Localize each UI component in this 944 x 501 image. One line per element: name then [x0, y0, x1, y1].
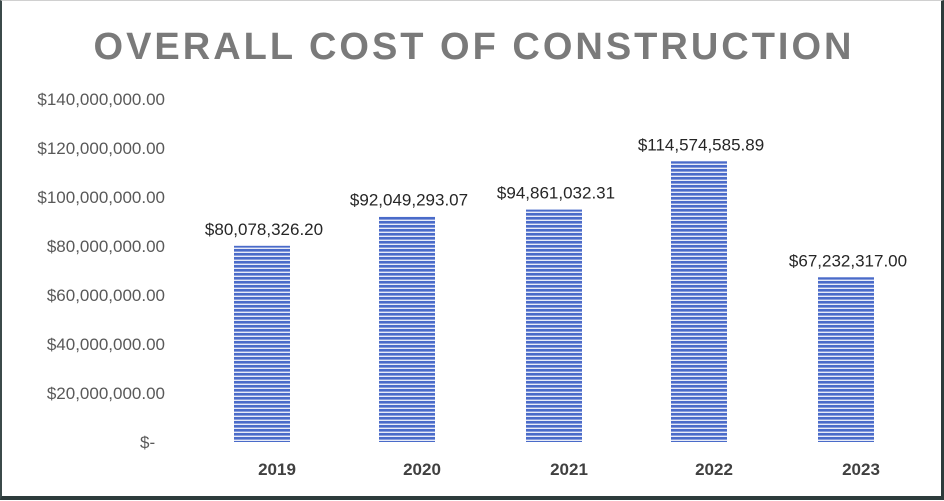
- y-axis-tick-labels: $- $20,000,000.00 $40,000,000.00 $60,000,00…: [37, 90, 165, 452]
- x-tick-label: 2022: [695, 460, 733, 479]
- y-tick-label: $120,000,000.00: [37, 139, 165, 158]
- data-label-2021: $94,861,032.31: [497, 184, 615, 203]
- y-tick-label: $60,000,000.00: [47, 286, 165, 305]
- data-label-2022: $114,574,585.89: [638, 135, 764, 154]
- bar-2019: [234, 245, 290, 442]
- y-tick-label: $80,000,000.00: [47, 237, 165, 256]
- y-tick-label: $140,000,000.00: [37, 90, 165, 109]
- y-tick-label: $40,000,000.00: [47, 335, 165, 354]
- bar-2023: [818, 277, 874, 442]
- x-tick-label: 2021: [550, 460, 588, 479]
- y-tick-label: $100,000,000.00: [37, 188, 165, 207]
- x-axis-tick-labels: 2019 2020 2021 2022 2023: [258, 460, 880, 479]
- y-tick-label: $20,000,000.00: [47, 384, 165, 403]
- x-tick-label: 2019: [258, 460, 296, 479]
- bar-2020: [379, 216, 435, 442]
- x-tick-label: 2023: [842, 460, 880, 479]
- bar-series: [234, 161, 874, 442]
- bar-data-labels: $80,078,326.20 $92,049,293.07 $94,861,032.…: [205, 135, 907, 270]
- bar-2022: [671, 161, 727, 442]
- bar-2021: [526, 209, 582, 442]
- y-tick-label: $-: [140, 433, 155, 452]
- data-label-2019: $80,078,326.20: [205, 220, 323, 239]
- data-label-2020: $92,049,293.07: [350, 190, 468, 209]
- chart-title: OVERALL COST OF CONSTRUCTION: [94, 26, 855, 68]
- x-tick-label: 2020: [403, 460, 441, 479]
- data-label-2023: $67,232,317.00: [789, 251, 907, 270]
